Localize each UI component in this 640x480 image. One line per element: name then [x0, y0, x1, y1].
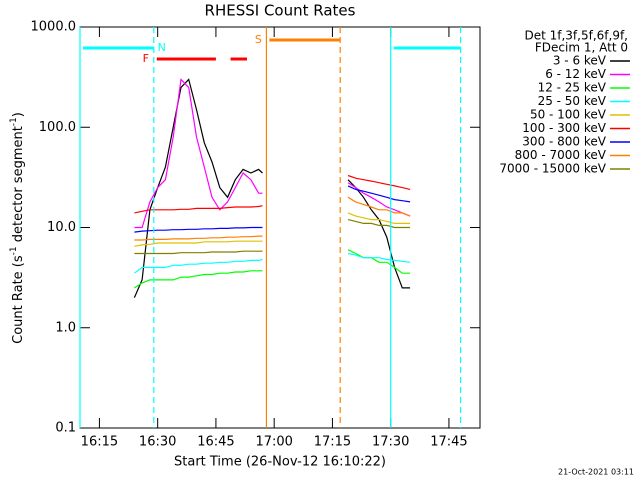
- timestamp: 21-Oct-2021 03:11: [558, 468, 634, 477]
- y-label-superscript: -1: [9, 117, 19, 126]
- x-tick-label: 16:15: [81, 435, 118, 450]
- legend-header: Det 1f,3f,5f,6f,9f,: [524, 29, 628, 43]
- legend-label: 800 - 7000 keV: [515, 148, 607, 162]
- series-line: [134, 196, 411, 241]
- legend-label: 300 - 800 keV: [522, 135, 606, 149]
- legend-label: 3 - 6 keV: [553, 54, 607, 68]
- legend-header: FDecim 1, Att 0: [535, 41, 628, 55]
- legend-label: 100 - 300 keV: [522, 121, 606, 135]
- x-axis-label: Start Time (26-Nov-12 16:10:22): [174, 455, 386, 470]
- y-tick-label: 10.0: [47, 220, 76, 235]
- y-tick-label: 0.1: [55, 421, 76, 436]
- x-tick-label: 16:45: [197, 435, 234, 450]
- y-tick-label: 1.0: [55, 320, 76, 335]
- series-line: [134, 219, 411, 255]
- y-label-text: detector segment: [11, 126, 26, 246]
- chart-title: RHESSI Count Rates: [205, 2, 356, 20]
- y-label-text: ): [11, 112, 26, 117]
- legend-label: 25 - 50 keV: [538, 94, 607, 108]
- y-tick-label: 100.0: [39, 120, 76, 135]
- legend-label: 50 - 100 keV: [530, 108, 607, 122]
- x-tick-label: 17:15: [314, 435, 351, 450]
- series-line: [134, 249, 411, 289]
- legend-label: 12 - 25 keV: [538, 81, 607, 95]
- x-tick-label: 17:45: [430, 435, 467, 450]
- y-axis-label: Count Rate (s-1 detector segment-1): [9, 112, 26, 344]
- x-tick-label: 17:30: [372, 435, 409, 450]
- series-line: [134, 174, 411, 214]
- y-tick-label: 1000.0: [31, 20, 77, 35]
- flag-label: N: [158, 41, 166, 54]
- legend-label: 7000 - 15000 keV: [499, 162, 606, 176]
- x-tick-label: 16:30: [139, 435, 176, 450]
- series-line: [134, 185, 411, 233]
- series-line: [134, 252, 411, 274]
- legend-label: 6 - 12 keV: [545, 67, 607, 81]
- flag-label: S: [255, 33, 262, 46]
- y-label-text: Count Rate (s: [11, 255, 26, 344]
- x-tick-label: 17:00: [255, 435, 292, 450]
- series-line: [134, 212, 411, 247]
- flag-label: F: [143, 52, 149, 65]
- y-label-superscript: -1: [9, 246, 19, 255]
